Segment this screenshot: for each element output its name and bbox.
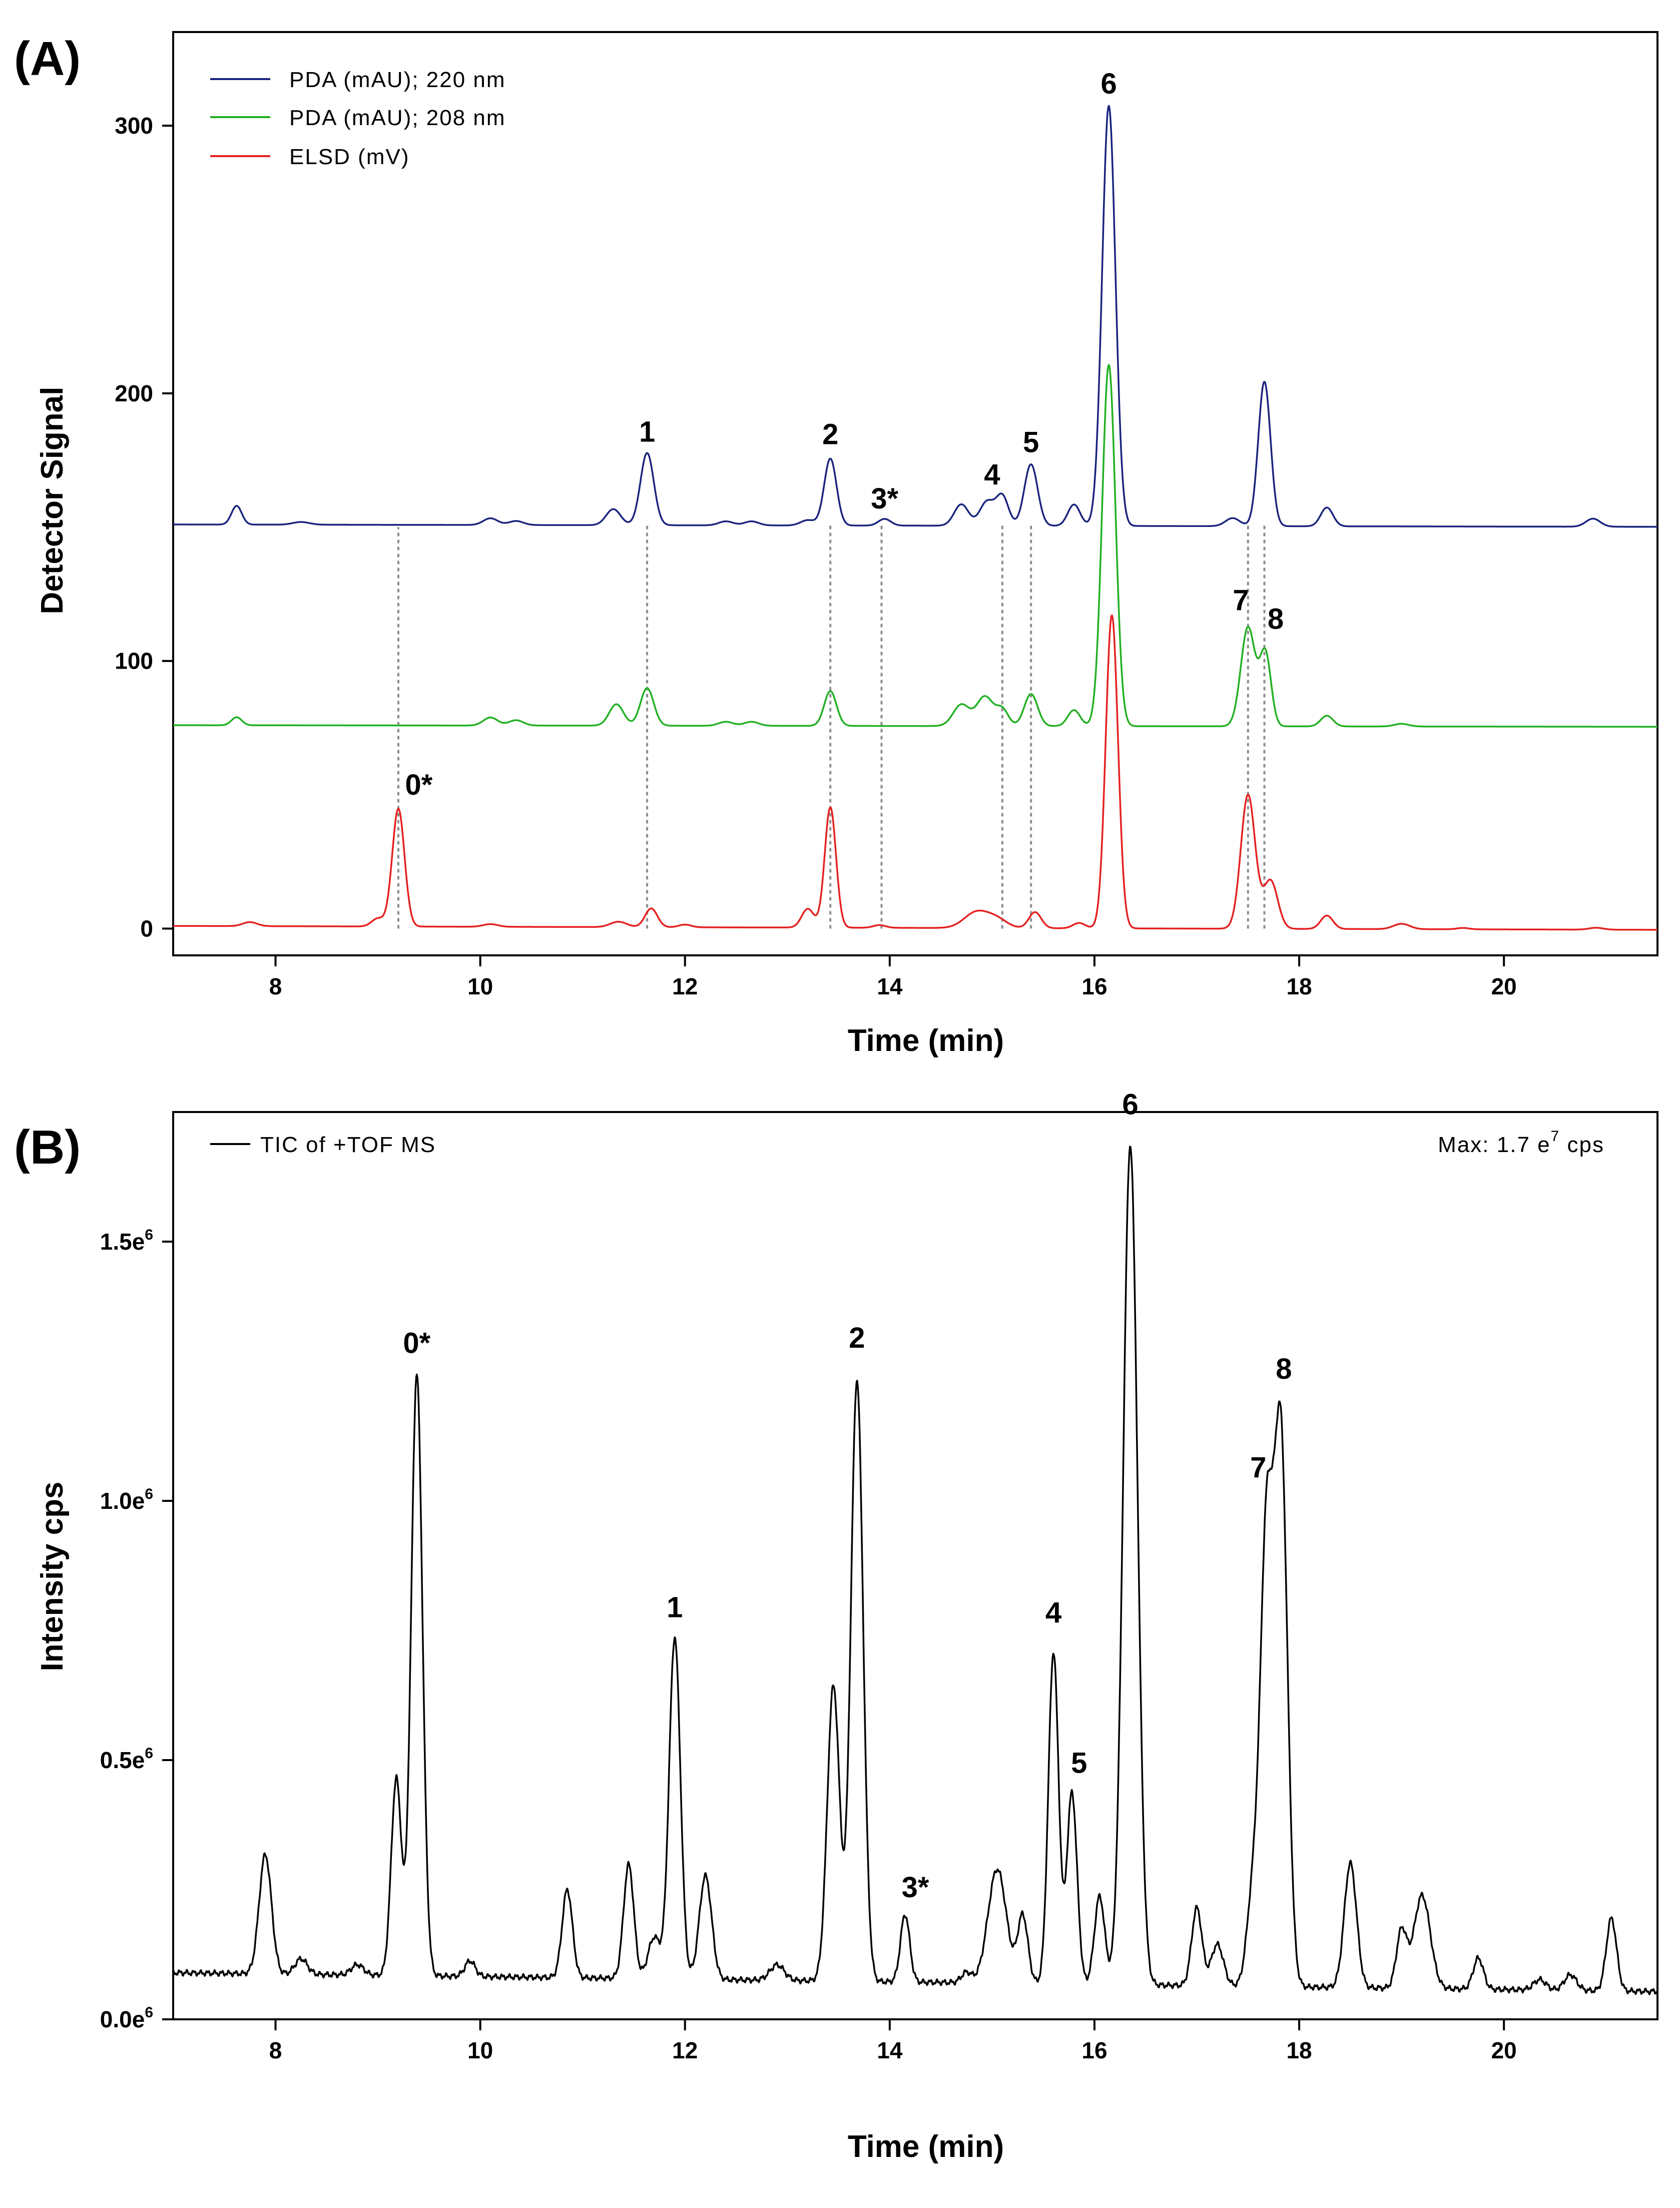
panel-a-peak-labels: 1 2 3* 45 6 78 0*	[405, 68, 1284, 801]
max-annotation-text: Max: 1.7 e	[1438, 1133, 1550, 1157]
panel-b-frame	[172, 1111, 1658, 2020]
x-tick-label-12: 12	[672, 2037, 698, 2063]
panel-b-x-axis: 8 10 12 14 16 18 20	[269, 2019, 1517, 2063]
peak-label-2: 2	[849, 1322, 865, 1354]
peak-label-4: 4	[984, 458, 1000, 491]
peak-label-8: 8	[1276, 1353, 1292, 1385]
panel-b-y-axis-title: Intensity cps	[35, 1482, 70, 1672]
peak-label-1: 1	[667, 1591, 683, 1624]
x-tick-label-8: 8	[269, 2037, 282, 2063]
x-tick-label-20: 20	[1491, 973, 1517, 999]
y-tick-label-2: 1.0e6	[100, 1486, 153, 1514]
peak-label-3-star: 3*	[902, 1871, 929, 1904]
x-tick-label-8: 8	[269, 973, 282, 999]
panel-b-x-axis-title: Time (min)	[848, 2129, 1004, 2164]
series-line-elsd-mv	[173, 614, 1658, 931]
panel-a-frame	[172, 31, 1658, 956]
y-tick-mantissa-2: 1.0e	[100, 1488, 145, 1514]
legend-label-elsd: ELSD (mV)	[289, 145, 409, 169]
x-tick-label-20: 20	[1491, 2037, 1517, 2063]
peak-label-7: 7	[1233, 584, 1249, 617]
panel-b-peak-labels: 0* 1 2 3* 4 5 6 7 8	[403, 1088, 1292, 1904]
legend-label-tic: TIC of +TOF MS	[260, 1133, 436, 1157]
y-tick-label-1: 0.5e6	[100, 1745, 153, 1773]
y-tick-label-3: 1.5e6	[100, 1227, 153, 1255]
peak-label-6: 6	[1122, 1088, 1138, 1121]
y-tick-label-2: 200	[115, 380, 153, 406]
y-tick-label-0: 0.0e6	[100, 2004, 153, 2032]
series-line-pda-mau-220-nm	[173, 105, 1658, 528]
x-tick-label-14: 14	[877, 973, 903, 999]
x-tick-label-18: 18	[1286, 2037, 1312, 2063]
x-tick-label-12: 12	[672, 973, 698, 999]
peak-label-1: 1	[639, 415, 655, 448]
peak-label-5: 5	[1023, 426, 1039, 459]
x-tick-label-16: 16	[1081, 973, 1107, 999]
series-line-tic-of-tof-ms	[172, 1146, 1658, 1995]
y-tick-mantissa-0: 0.0e	[100, 2006, 145, 2032]
panel-b-legend: TIC of +TOF MS Max: 1.7 e7 cps	[210, 1128, 1604, 1157]
panel-a-traces	[173, 105, 1658, 931]
series-line-pda-mau-208-nm	[173, 364, 1658, 728]
peak-label-6: 6	[1100, 68, 1116, 100]
panel-a-guides	[397, 524, 1266, 929]
panel-a-x-axis: 8 10 12 14 16 18 20	[269, 955, 1517, 999]
x-tick-label-14: 14	[877, 2037, 903, 2063]
x-tick-label-16: 16	[1081, 2037, 1107, 2063]
panel-b-label: (B)	[14, 1121, 81, 1174]
x-tick-label-18: 18	[1286, 973, 1312, 999]
y-tick-exponent-1: 6	[145, 1745, 153, 1762]
max-annotation: Max: 1.7 e7 cps	[1438, 1128, 1604, 1157]
peak-label-7: 7	[1250, 1451, 1266, 1484]
peak-label-3-star: 3*	[871, 482, 898, 515]
y-tick-exponent-3: 6	[145, 1227, 153, 1243]
peak-label-8: 8	[1268, 603, 1284, 636]
panel-a-legend: PDA (mAU); 220 nm PDA (mAU); 208 nm ELSD…	[210, 68, 506, 169]
peak-label-0-star: 0*	[403, 1327, 430, 1359]
panel-a-label: (A)	[14, 32, 81, 86]
legend-label-pda-220: PDA (mAU); 220 nm	[289, 68, 506, 92]
max-annotation-suffix: cps	[1560, 1133, 1604, 1157]
y-tick-exponent-2: 6	[145, 1486, 153, 1502]
panel-b-traces	[172, 1146, 1658, 1995]
y-tick-label-0: 0	[140, 916, 153, 942]
y-tick-mantissa-3: 1.5e	[100, 1229, 145, 1255]
peak-label-2: 2	[822, 418, 838, 451]
y-tick-label-1: 100	[115, 648, 153, 674]
y-tick-exponent-0: 6	[145, 2004, 153, 2021]
panel-a-x-axis-title: Time (min)	[848, 1023, 1004, 1058]
max-annotation-exponent: 7	[1551, 1128, 1560, 1145]
x-tick-label-10: 10	[467, 973, 493, 999]
legend-label-pda-208: PDA (mAU); 208 nm	[289, 106, 506, 130]
peak-label-4: 4	[1045, 1596, 1061, 1629]
y-tick-label-3: 300	[115, 113, 153, 139]
panel-a-y-axis: 0 100 200 300	[115, 113, 173, 942]
panel-a-y-axis-title: Detector Signal	[35, 387, 70, 615]
y-tick-mantissa-1: 0.5e	[100, 1747, 145, 1773]
peak-label-5: 5	[1071, 1747, 1087, 1779]
x-tick-label-10: 10	[467, 2037, 493, 2063]
peak-label-0-star: 0*	[405, 769, 433, 801]
